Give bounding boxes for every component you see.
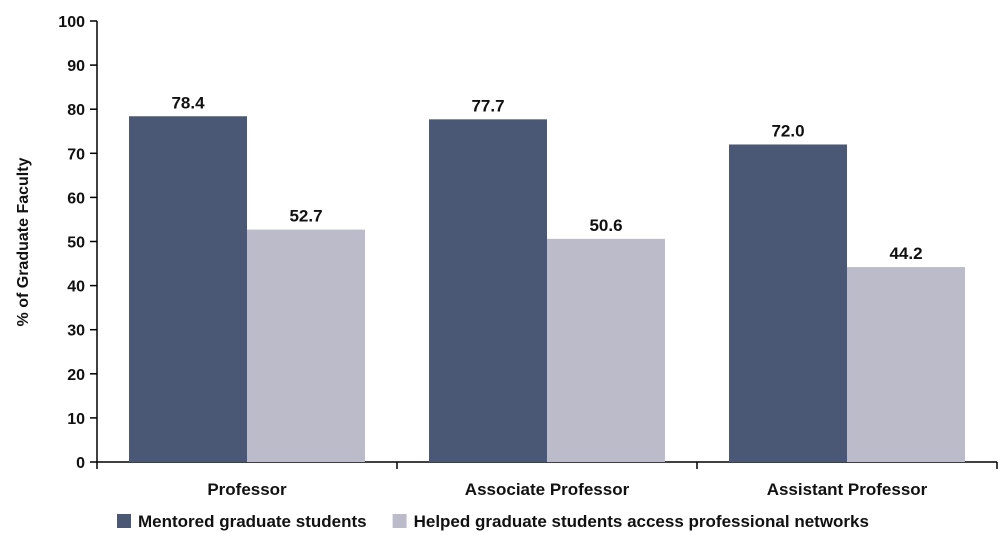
legend-label: Helped graduate students access professi…: [414, 512, 869, 531]
data-label: 78.4: [171, 93, 205, 112]
data-label: 72.0: [771, 121, 804, 140]
bar-mentored-2: [729, 144, 847, 463]
y-tick-label: 100: [58, 14, 85, 31]
y-tick-label: 70: [67, 146, 85, 163]
data-label: 50.6: [589, 216, 622, 235]
y-tick-label: 80: [67, 102, 85, 119]
x-tick-label: Assistant Professor: [767, 480, 928, 499]
legend-swatch: [117, 514, 131, 528]
y-tick-label: 0: [76, 455, 85, 472]
bar-networks-0: [247, 229, 365, 462]
y-tick-label: 60: [67, 190, 85, 207]
y-tick-label: 40: [67, 279, 85, 296]
bar-networks-1: [547, 238, 665, 462]
bar-mentored-0: [129, 116, 247, 463]
x-tick-label: Associate Professor: [465, 480, 630, 499]
y-tick-label: 50: [67, 235, 85, 252]
data-label: 77.7: [471, 96, 504, 115]
bar-mentored-1: [429, 119, 547, 462]
bar-networks-2: [847, 267, 965, 462]
y-tick-label: 90: [67, 58, 85, 75]
y-tick-label: 20: [67, 367, 85, 384]
legend-swatch: [392, 514, 407, 528]
plot-area: 0 10 20 30 40 50 60 70 80 90 100 78.4 52.7 Professor 7…: [58, 14, 998, 499]
data-label: 52.7: [289, 207, 322, 226]
y-tick-label: 30: [67, 323, 85, 340]
legend-label: Mentored graduate students: [138, 512, 367, 531]
y-tick-label: 10: [67, 411, 85, 428]
y-axis-label: % of Graduate Faculty: [15, 157, 32, 326]
data-label: 44.2: [889, 244, 922, 263]
x-tick-label: Professor: [207, 480, 287, 499]
legend: Mentored graduate students Helped graduat…: [117, 512, 869, 531]
